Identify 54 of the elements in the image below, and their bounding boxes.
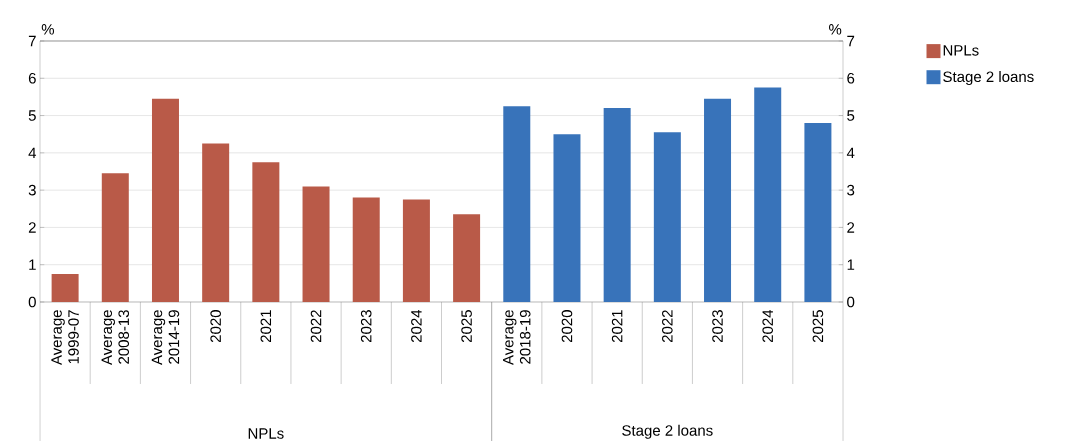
bar [252,162,280,302]
x-tick-label: 2020 [561,310,573,343]
bar [453,214,481,302]
y2-tick-label: 7 [847,35,855,47]
y-tick-label: 4 [28,147,37,159]
y2-tick-label: 1 [847,259,855,270]
x-tick-label: 2024 [411,309,422,343]
bar [804,123,832,302]
bar [51,274,79,302]
x-tick-label: 2022 [310,310,322,343]
legend-label: NPLs [943,45,979,56]
x-tick-label: 2023 [360,310,372,343]
y2-tick-label: 2 [847,222,855,233]
bar [302,186,330,302]
y-tick-label: 2 [28,222,36,233]
y-tick-label: 7 [28,35,36,47]
y2-tick-label: 6 [847,72,855,84]
x-tick-label: 2020 [210,310,221,343]
bar [503,106,531,302]
y2-axis-title: % [829,24,842,35]
bar [202,143,230,302]
bar [151,98,179,302]
x-tick-label: 2025 [812,310,824,343]
y-tick-label: 3 [28,184,36,196]
x-tick-label: Average 2008-13 [101,310,130,366]
y-axis-title: % [41,24,55,35]
x-tick-label: 2021 [260,310,272,343]
bar [603,108,631,302]
bar [553,134,581,302]
y2-tick-label: 3 [847,184,855,196]
y2-tick-label: 0 [847,296,855,308]
y2-tick-label: 4 [846,147,855,159]
x-tick-label: 2024 [762,309,774,343]
text: Stage 2 loans [622,424,713,439]
bar [754,87,782,302]
bar [402,199,430,302]
y-tick-label: 0 [28,296,36,308]
x-tick-label: 2022 [662,310,673,343]
bar [653,132,681,302]
y-tick-label: 6 [28,72,36,84]
x-tick-label: Average 1999-07 [51,310,79,366]
bar [101,173,129,302]
x-tick-label: 2023 [712,310,723,343]
x-tick-label: Average 2014-19 [151,310,180,366]
text: NPLs [248,428,284,439]
bar [704,98,732,302]
x-tick-label: Average 2018-19 [503,310,531,366]
y-tick-label: 5 [28,110,36,121]
y-tick-label: 1 [29,259,36,270]
bar [352,197,380,302]
x-tick-label: 2025 [461,310,472,343]
legend-label: Stage 2 loans [943,71,1034,85]
x-tick-label: 2021 [611,310,623,343]
y2-tick-label: 5 [847,110,855,121]
